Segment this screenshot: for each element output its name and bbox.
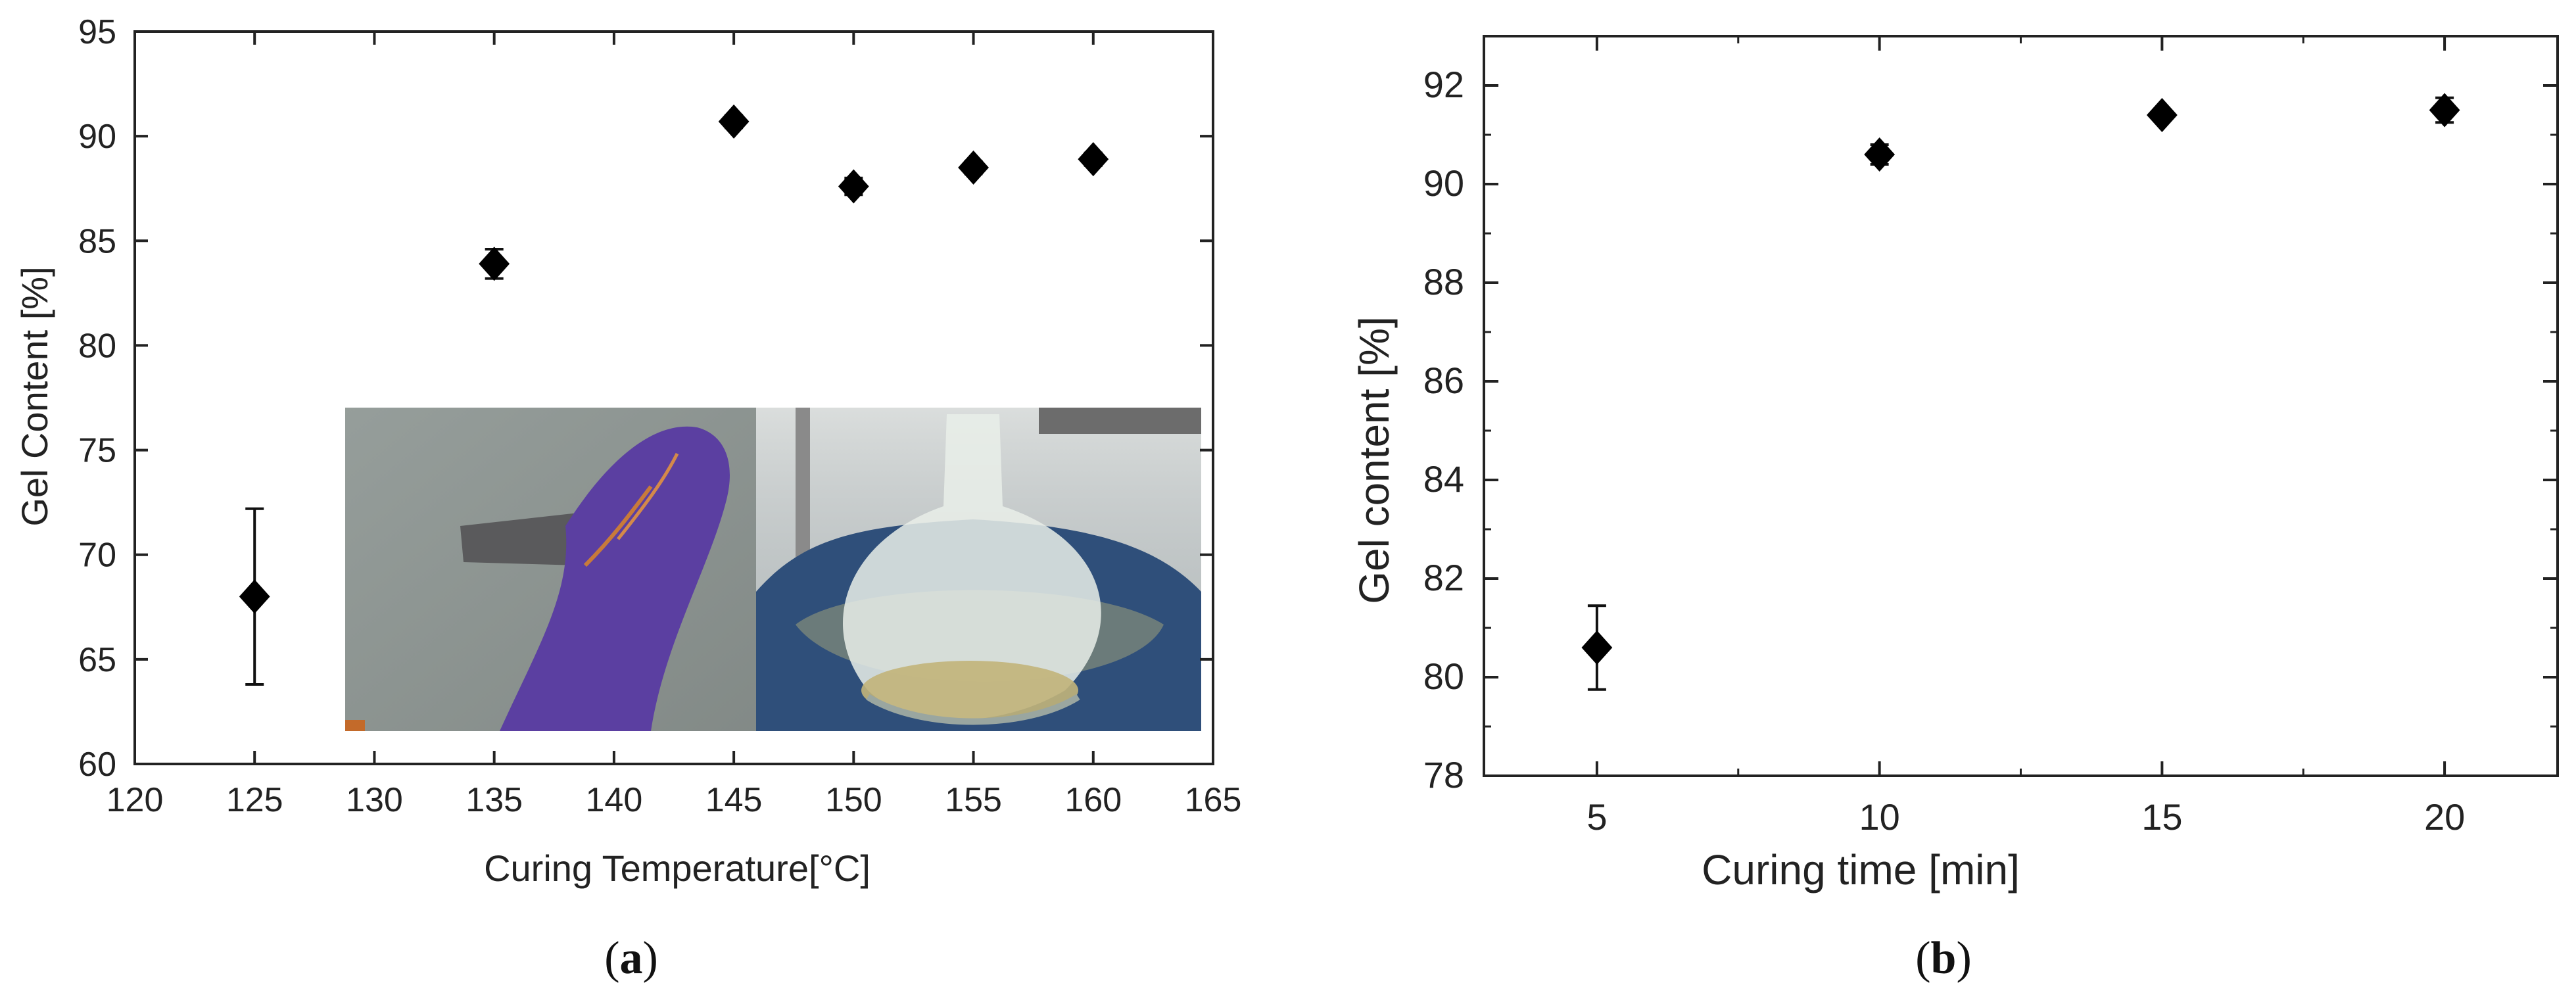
- panel-b-x-axis-label: Curing time [min]: [1702, 846, 2020, 893]
- panel-b-chart: 5 10 15 20 78 80 82 84 86 88 90 92 Curing time [min…: [1350, 35, 2559, 893]
- diamond-marker: [479, 247, 510, 281]
- y-tick-label: 65: [78, 641, 116, 679]
- x-tick-label: 135: [465, 781, 523, 819]
- y-tick-label: 82: [1423, 557, 1464, 598]
- y-tick-label: 84: [1423, 458, 1464, 500]
- x-tick-label: 140: [586, 781, 643, 819]
- y-tick-label: 85: [78, 222, 116, 260]
- diamond-marker: [2429, 93, 2460, 128]
- panel-a-inset-photo: [345, 408, 1201, 731]
- y-tick-label: 90: [1423, 162, 1464, 204]
- data-point: [239, 507, 270, 686]
- data-point: [2429, 93, 2460, 128]
- panel-b-y-axis-label: Gel content [%]: [1350, 316, 1398, 604]
- y-tick-label: 88: [1423, 261, 1464, 302]
- inset-flask: [842, 414, 1101, 720]
- x-tick-label: 165: [1185, 781, 1242, 819]
- x-tick-label: 120: [107, 781, 164, 819]
- x-tick-label: 15: [2141, 796, 2182, 838]
- data-point: [1864, 137, 1896, 172]
- plot-frame: [1483, 35, 2559, 777]
- x-tick-label: 125: [226, 781, 283, 819]
- data-point: [2146, 98, 2178, 132]
- y-tick-label: 75: [78, 432, 116, 470]
- diamond-marker: [958, 150, 989, 185]
- x-tick-label: 160: [1064, 781, 1122, 819]
- data-point: [1078, 142, 1109, 177]
- x-tick-label: 5: [1586, 796, 1607, 838]
- panel-a-caption: (a): [604, 933, 658, 984]
- y-tick-label: 95: [78, 13, 116, 51]
- data-point: [479, 247, 510, 281]
- y-tick-label: 86: [1423, 360, 1464, 401]
- y-tick-label: 70: [78, 536, 116, 575]
- inset-gloved-hand: [500, 426, 730, 731]
- diamond-marker: [838, 169, 869, 204]
- diamond-marker: [239, 579, 270, 614]
- y-tick-label: 80: [78, 327, 116, 365]
- data-point: [1581, 604, 1613, 691]
- y-tick-label: 80: [1423, 655, 1464, 697]
- x-tick-label: 10: [1859, 796, 1899, 838]
- panel-b-caption: (b): [1915, 933, 1972, 984]
- y-tick-label: 60: [78, 746, 116, 784]
- diamond-marker: [1078, 142, 1109, 177]
- plot-frame: [133, 30, 1214, 765]
- y-tick-label: 92: [1423, 64, 1464, 105]
- diamond-marker: [1581, 631, 1613, 665]
- y-tick-label: 78: [1423, 754, 1464, 796]
- y-tick-label: 90: [78, 118, 116, 156]
- x-tick-label: 150: [825, 781, 882, 819]
- inset-fabric-sample: [460, 513, 595, 565]
- panel-a-x-axis-label: Curing Temperature[°C]: [484, 847, 871, 889]
- data-point: [958, 150, 989, 185]
- x-tick-label: 130: [346, 781, 403, 819]
- x-tick-label: 20: [2424, 796, 2465, 838]
- panel-a-chart: 120 125 130 135 140 145 150 155 160 165 60 65 70 75 80…: [14, 13, 1241, 889]
- data-point: [718, 104, 750, 139]
- data-point: [838, 169, 869, 204]
- x-tick-label: 155: [945, 781, 1002, 819]
- diamond-marker: [718, 104, 750, 139]
- diamond-marker: [2146, 98, 2178, 132]
- panel-a-y-axis-label: Gel Content [%]: [14, 266, 55, 526]
- diamond-marker: [1864, 137, 1896, 172]
- x-tick-label: 145: [705, 781, 763, 819]
